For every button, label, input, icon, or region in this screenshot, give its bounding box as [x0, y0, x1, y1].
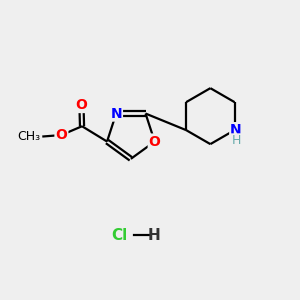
Text: H: H [148, 228, 161, 243]
Text: O: O [149, 134, 161, 148]
Text: O: O [56, 128, 68, 142]
Text: CH₃: CH₃ [17, 130, 40, 143]
Text: O: O [76, 98, 87, 112]
Text: methyl: methyl [30, 136, 35, 137]
Text: N: N [110, 106, 122, 121]
Text: H: H [231, 134, 241, 147]
Text: N: N [230, 123, 242, 137]
Text: Cl: Cl [111, 228, 127, 243]
